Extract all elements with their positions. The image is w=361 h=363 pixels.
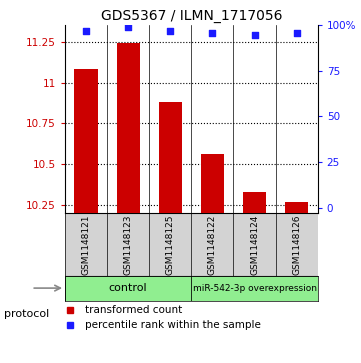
Text: control: control xyxy=(109,283,147,293)
Bar xyxy=(117,43,140,213)
Point xyxy=(168,28,173,34)
Text: GSM1148123: GSM1148123 xyxy=(124,214,132,274)
Bar xyxy=(201,154,224,213)
Point xyxy=(294,30,300,36)
Text: protocol: protocol xyxy=(4,309,49,319)
Point xyxy=(209,30,215,36)
Text: GSM1148124: GSM1148124 xyxy=(250,214,259,274)
Text: GSM1148126: GSM1148126 xyxy=(292,214,301,274)
Title: GDS5367 / ILMN_1717056: GDS5367 / ILMN_1717056 xyxy=(101,9,282,23)
Bar xyxy=(159,102,182,213)
Bar xyxy=(191,276,318,301)
Text: transformed count: transformed count xyxy=(85,305,182,315)
Text: GSM1148122: GSM1148122 xyxy=(208,214,217,274)
Text: percentile rank within the sample: percentile rank within the sample xyxy=(85,320,261,330)
Bar xyxy=(243,192,266,213)
Text: miR-542-3p overexpression: miR-542-3p overexpression xyxy=(192,284,317,293)
Point xyxy=(125,24,131,30)
Bar xyxy=(285,201,308,213)
Bar xyxy=(74,69,97,213)
Point xyxy=(252,32,257,37)
Text: GSM1148125: GSM1148125 xyxy=(166,214,175,274)
Point xyxy=(83,28,89,34)
Text: GSM1148121: GSM1148121 xyxy=(82,214,91,274)
Bar xyxy=(65,276,191,301)
